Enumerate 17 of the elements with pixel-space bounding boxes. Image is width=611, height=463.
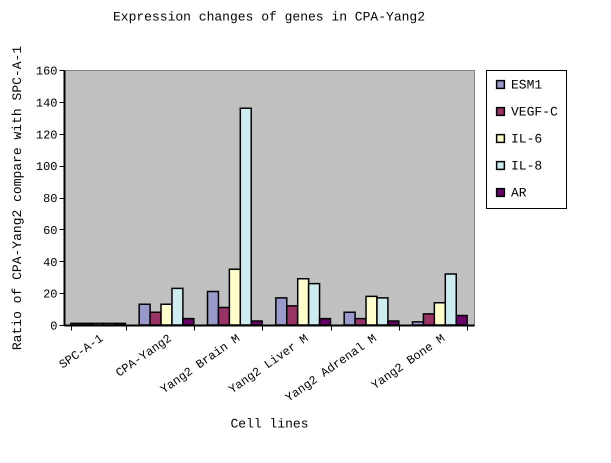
legend-label: IL-8 xyxy=(511,158,542,174)
y-tick-label: 100 xyxy=(36,160,58,174)
legend-label: IL-6 xyxy=(511,132,542,146)
y-tick-label: 60 xyxy=(43,224,58,238)
y-tick-label: 120 xyxy=(36,128,58,142)
y-tick-label: 20 xyxy=(43,288,58,302)
x-axis-title: Cell lines xyxy=(230,416,309,432)
legend-label: VEGF-C xyxy=(511,104,558,120)
y-tick-label: 140 xyxy=(36,96,58,110)
y-tick-label: 80 xyxy=(43,192,58,206)
y-tick-label: 0 xyxy=(50,320,58,334)
y-tick-label: 40 xyxy=(43,256,58,270)
y-axis-title: Ratio of CPA-Yang2 compare with SPC-A-1 xyxy=(10,46,25,350)
y-tick-label: 160 xyxy=(36,64,58,78)
legend-label: ESM1 xyxy=(511,78,542,92)
legend-label: AR xyxy=(511,186,527,200)
chart-title: Expression changes of genes in CPA-Yang2 xyxy=(112,9,426,24)
